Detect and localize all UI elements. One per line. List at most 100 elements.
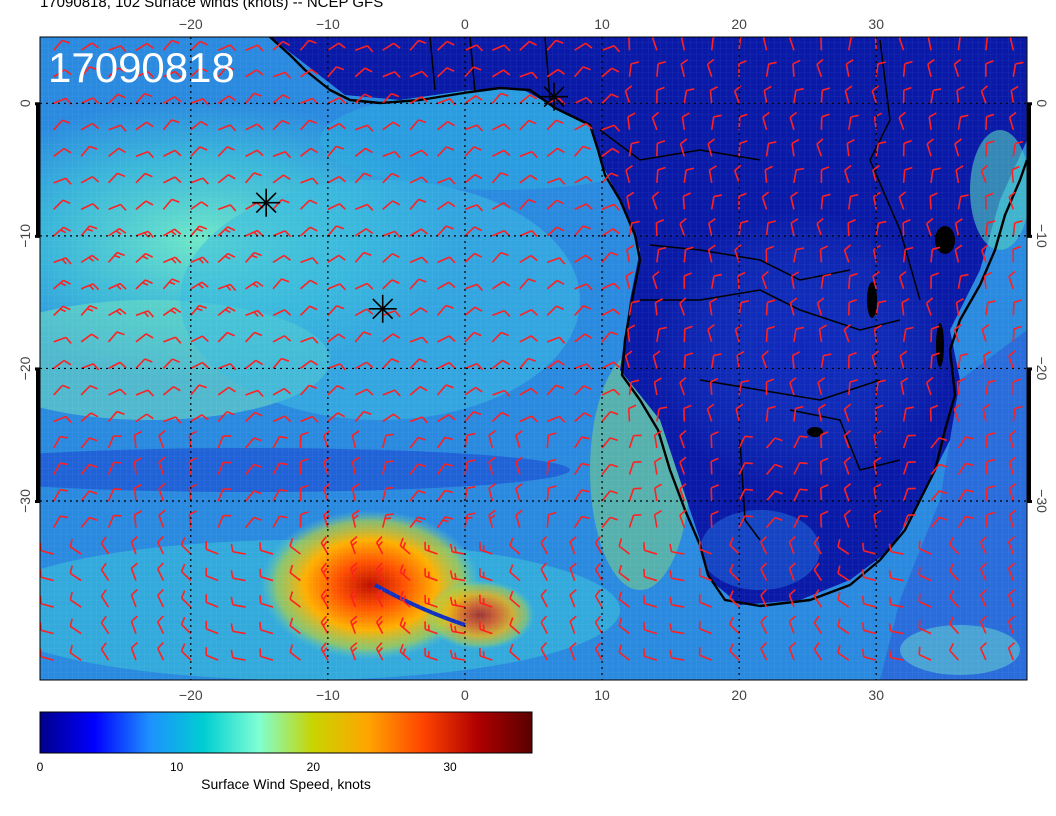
wind-barb [80, 225, 98, 237]
wind-barb [519, 150, 538, 159]
wind-barb [735, 403, 744, 422]
wind-barb [515, 456, 523, 475]
wind-barb [627, 112, 636, 130]
wind-barb [100, 642, 110, 661]
wind-barb [327, 42, 346, 51]
wind-barb [107, 410, 125, 422]
wind-barb [569, 562, 577, 581]
wind-barb [107, 488, 122, 502]
wind-barb [327, 225, 345, 237]
wind-barb [217, 204, 237, 212]
lon-tick-label-top: 20 [731, 16, 747, 32]
wind-barb [409, 336, 429, 344]
wind-barb [190, 256, 209, 264]
wind-barb [107, 435, 122, 449]
lon-tick-label-bottom: 0 [461, 687, 469, 700]
wind-barb [656, 60, 667, 77]
wind-barb [1007, 562, 1016, 581]
wind-barb [843, 429, 852, 449]
wind-barb [492, 309, 511, 318]
wind-barb [706, 58, 715, 78]
wind-barb [888, 570, 904, 582]
wind-barb [259, 542, 274, 555]
wind-barb [949, 616, 960, 635]
wind-barb [1008, 430, 1017, 449]
wind-barb [245, 411, 263, 423]
wind-barb [733, 85, 742, 104]
wind-barb [656, 166, 666, 183]
wind-barb [765, 490, 783, 502]
wind-barb [399, 537, 411, 555]
wind-barb [736, 350, 745, 369]
wind-barb [107, 514, 122, 528]
wind-barb [300, 68, 319, 78]
wind-barb [217, 363, 237, 371]
wind-barb [158, 429, 166, 449]
wind-barb [601, 331, 619, 343]
wind-barb [464, 44, 484, 52]
wind-barb [816, 297, 825, 316]
wind-barb [654, 298, 663, 316]
wind-barb [245, 389, 264, 397]
wind-barb [872, 191, 881, 210]
wind-barb [669, 543, 685, 555]
wind-barb [601, 172, 619, 184]
wind-barb [861, 569, 877, 582]
wind-barb [53, 462, 69, 475]
colorbar-tick-label: 30 [443, 760, 457, 774]
wind-barb [710, 510, 719, 528]
wind-barb [299, 147, 318, 157]
wind-barb [628, 461, 642, 475]
wind-barb [985, 37, 992, 51]
wind-barb [953, 323, 962, 343]
wind-barb [540, 562, 548, 581]
wind-barb [790, 271, 799, 290]
wind-barb [53, 257, 72, 265]
wind-barb [698, 541, 713, 555]
wind-barb [899, 350, 908, 369]
colorbar-label: Surface Wind Speed, knots [201, 776, 371, 792]
wind-barb [680, 37, 686, 51]
wind-barb [272, 435, 288, 449]
wind-barb [464, 306, 483, 317]
wind-barb [729, 616, 740, 635]
wind-barb [272, 462, 288, 475]
colorbar: 0 10 20 30 Surface Wind Speed, knots [37, 711, 533, 792]
wind-barb [710, 353, 722, 369]
colorbar-tick-label: 10 [170, 760, 184, 774]
wind-barb [69, 565, 82, 582]
wind-barb [843, 244, 852, 263]
wind-barb [574, 96, 593, 105]
wind-barb [594, 615, 603, 635]
lon-tick-label-bottom: −10 [316, 687, 340, 700]
wind-barb [846, 139, 855, 157]
wind-barb [351, 509, 360, 528]
wind-barb [954, 218, 963, 237]
wind-barb [464, 66, 482, 78]
wind-barb [928, 112, 937, 130]
wind-barb [135, 279, 153, 290]
wind-barb [628, 37, 632, 51]
wind-barb [979, 589, 987, 608]
wind-barb [135, 172, 153, 184]
wind-barb [158, 482, 166, 502]
wind-barb [492, 389, 511, 398]
wind-barb [628, 300, 640, 316]
wind-barb [707, 138, 716, 157]
wind-barb [601, 124, 621, 132]
wind-barb [80, 384, 98, 396]
latlon-grid [40, 37, 1027, 680]
wind-barb [449, 623, 466, 635]
wind-barb [926, 138, 934, 157]
wind-barb [53, 199, 71, 210]
wind-barb [698, 594, 713, 608]
wind-barb [245, 149, 264, 158]
wind-barb [818, 324, 827, 343]
wind-barb [927, 37, 932, 51]
wind-barb [488, 430, 496, 449]
wind-barb [669, 649, 685, 661]
wind-barb [793, 435, 808, 449]
wind-barb [656, 86, 665, 104]
wind-barb [656, 139, 666, 157]
wind-barb [180, 537, 192, 555]
